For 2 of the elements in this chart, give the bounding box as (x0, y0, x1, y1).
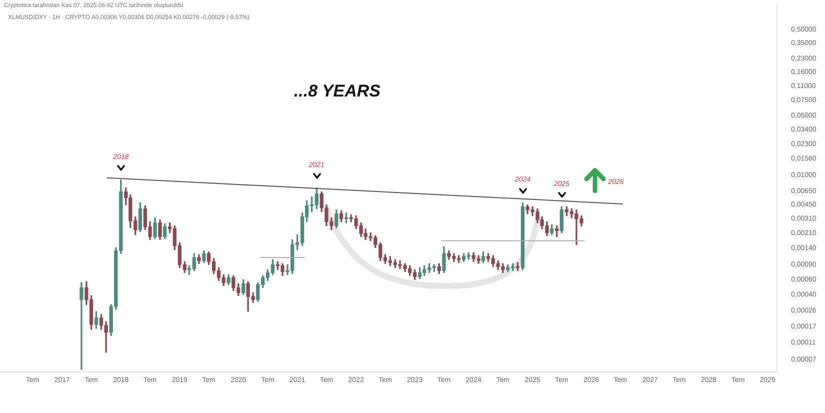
candlestick (80, 282, 84, 370)
text: ...8 YEARS (294, 81, 382, 100)
